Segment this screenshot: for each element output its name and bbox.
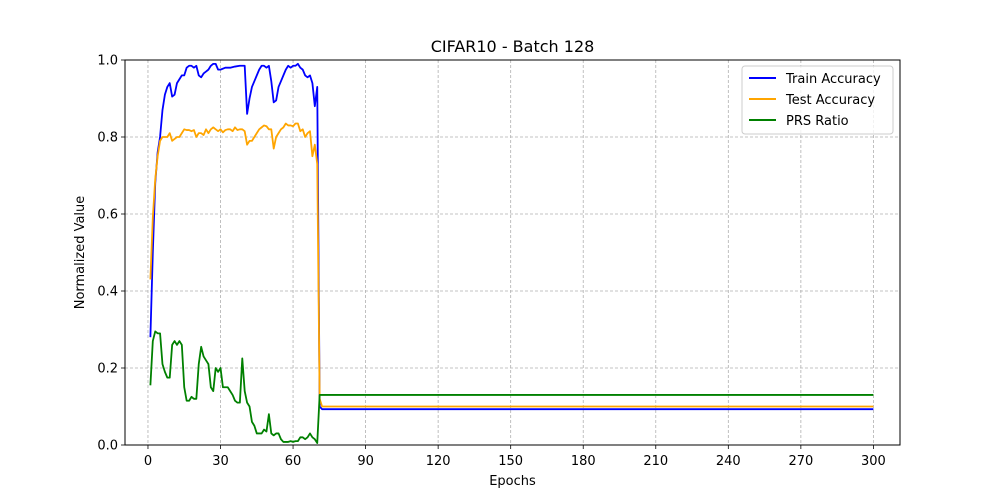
y-tick-label: 0.6 — [97, 208, 118, 223]
x-axis-label: Epochs — [489, 474, 536, 489]
series-line-test-accuracy — [149, 122, 874, 408]
series-line-train-accuracy — [149, 62, 874, 411]
x-tick-label: 210 — [643, 454, 668, 469]
x-tick-label: 180 — [571, 454, 596, 469]
y-tick-label: 1.0 — [97, 54, 118, 69]
legend: Train Accuracy Test Accuracy PRS Ratio — [741, 65, 894, 135]
x-tick-label: 60 — [285, 454, 302, 469]
chart-title: CIFAR10 - Batch 128 — [431, 37, 595, 56]
series-line-prs-ratio — [149, 330, 874, 444]
x-tick-label: 240 — [716, 454, 741, 469]
x-tick-label: 90 — [357, 454, 374, 469]
legend-box — [741, 65, 894, 135]
x-tick-label: 30 — [212, 454, 229, 469]
legend-label-prs-ratio: PRS Ratio — [786, 114, 849, 129]
y-axis-label: Normalized Value — [73, 196, 88, 310]
y-tick-label: 0.8 — [97, 131, 118, 146]
x-tick-label: 150 — [498, 454, 523, 469]
plot-area-frame — [124, 59, 901, 446]
x-tick-label: 120 — [426, 454, 451, 469]
legend-label-test-accuracy: Test Accuracy — [785, 93, 875, 108]
x-tick-label: 270 — [788, 454, 813, 469]
x-tick-label: 0 — [144, 454, 152, 469]
y-tick-label: 0.0 — [97, 439, 118, 454]
x-axis-ticks: 0 30 60 90 120 150 180 210 240 270 300 — [144, 445, 886, 469]
series-lines — [149, 62, 874, 444]
y-axis-ticks: 0.0 0.2 0.4 0.6 0.8 1.0 — [97, 54, 125, 454]
x-tick-label: 300 — [861, 454, 886, 469]
y-tick-label: 0.2 — [97, 362, 118, 377]
y-tick-label: 0.4 — [97, 285, 118, 300]
legend-label-train-accuracy: Train Accuracy — [785, 72, 881, 87]
